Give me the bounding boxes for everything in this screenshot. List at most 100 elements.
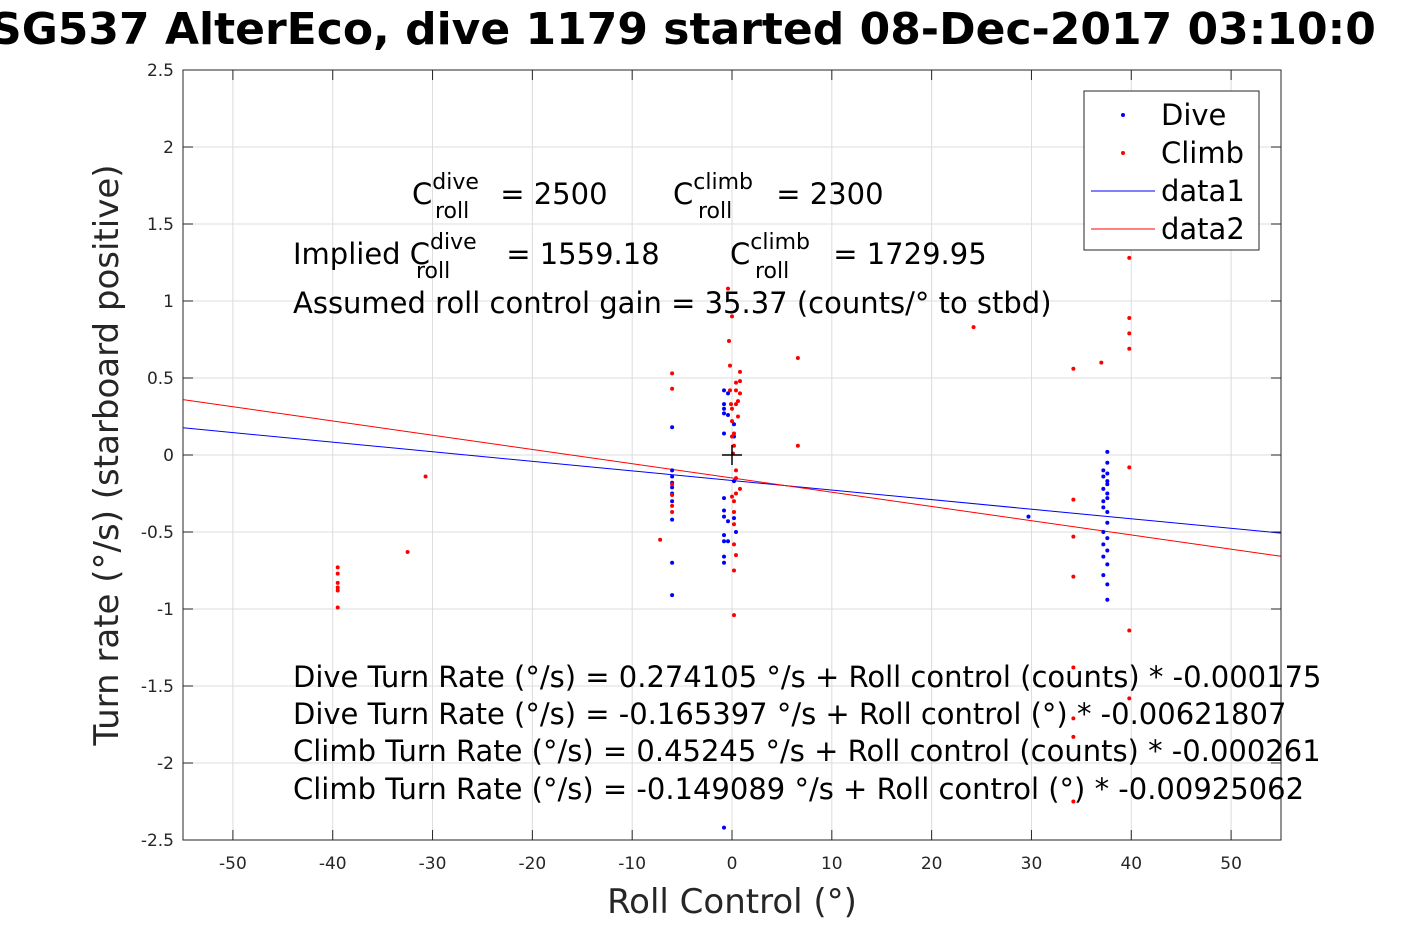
dive-point (1105, 509, 1110, 514)
data-points (335, 255, 1132, 830)
annotation-implied-dive: Implied Cdive roll = 1559.18 (293, 230, 660, 284)
climb-point (670, 493, 675, 498)
dive-point (1105, 479, 1110, 484)
dive-point (722, 388, 727, 393)
fit-line-dive-degrees: Dive Turn Rate (°/s) = -0.165397 °/s + R… (293, 697, 1286, 731)
climb-point (335, 588, 340, 593)
climb-point (1071, 799, 1076, 804)
dive-point (1101, 474, 1106, 479)
climb-point (731, 568, 736, 573)
dive-point (726, 539, 731, 544)
dive-point (722, 496, 727, 501)
y-axis-label: Turn rate (°/s) (starboard positive) (87, 164, 127, 746)
dive-point (1101, 499, 1106, 504)
y-tick-label: -1.5 (141, 677, 174, 697)
climb-point (730, 419, 734, 424)
legend-dive-marker (1121, 113, 1125, 117)
annotation-implied-dive-value: = 1559.18 (497, 237, 660, 271)
climb-point (1127, 628, 1132, 633)
dive-point (1101, 542, 1106, 547)
dive-point (1101, 505, 1106, 510)
axis-ticks: -50 -40 -30 -20 -10 0 10 20 30 40 50-2.5-2-1.5-1-0… (141, 61, 1281, 874)
dive-point (722, 514, 727, 519)
climb-point (733, 553, 738, 558)
annotation-c-roll-climb: Cclimb roll = 2300 (673, 170, 884, 224)
climb-point (1071, 665, 1076, 670)
climb-point (335, 565, 340, 570)
x-tick-label: -10 (618, 854, 646, 874)
climb-point (730, 434, 734, 439)
dive-point (722, 431, 727, 436)
dive-point (1105, 471, 1110, 476)
dive-point (722, 406, 727, 411)
y-tick-label: 2 (163, 138, 174, 158)
legend: Dive Climb data1 data2 (1083, 90, 1260, 251)
annotation-c-roll-dive-value: = 2500 (491, 177, 608, 211)
dive-point (733, 530, 738, 534)
dive-point (722, 560, 727, 565)
dive-point (726, 391, 731, 396)
climb-point (795, 443, 800, 448)
y-tick-label: -2 (157, 754, 174, 774)
annotation-c-roll-climb-sup: climb (693, 170, 753, 195)
climb-point (670, 503, 675, 508)
climb-point (730, 314, 734, 319)
dive-point (1105, 460, 1110, 465)
dive-point (1105, 562, 1110, 567)
dive-point (1105, 582, 1110, 587)
x-tick-label: -30 (419, 854, 447, 874)
dive-point (670, 425, 675, 430)
dive-point (1105, 449, 1110, 454)
climb-point (735, 399, 740, 404)
annotation-implied-dive-sup: dive (430, 230, 477, 255)
legend-data1-label: data1 (1161, 174, 1245, 208)
dive-point (670, 474, 675, 479)
annotation-c-roll-dive-sub: roll (435, 199, 469, 224)
climb-point (731, 522, 736, 527)
dive-point (722, 533, 727, 538)
dive-point (722, 825, 727, 830)
fit-line-dive-counts: Dive Turn Rate (°/s) = 0.274105 °/s + Ro… (293, 660, 1321, 694)
climb-point (731, 499, 736, 504)
dive-point (670, 517, 675, 522)
x-tick-label: -50 (219, 854, 247, 874)
climb-point (731, 542, 736, 547)
climb-point (1071, 574, 1076, 579)
climb-point (733, 402, 738, 407)
legend-dive-label: Dive (1161, 98, 1226, 132)
climb-point (729, 402, 734, 407)
dive-point (731, 479, 736, 484)
dive-point (1101, 530, 1106, 534)
climb-point (728, 388, 733, 393)
legend-climb-label: Climb (1161, 136, 1244, 170)
climb-point (335, 605, 340, 610)
climb-point (731, 443, 736, 448)
dive-point (726, 412, 731, 417)
dive-point (726, 519, 731, 524)
climb-point (335, 580, 340, 585)
climb-point (1071, 716, 1076, 721)
legend-data2-label: data2 (1161, 212, 1245, 246)
climb-point (795, 355, 800, 360)
x-tick-label: 30 (1021, 854, 1043, 874)
dive-point (1105, 496, 1110, 501)
climb-point (733, 388, 738, 393)
dive-point (1105, 491, 1110, 496)
climb-point (737, 379, 742, 384)
annotation-gain: Assumed roll control gain = 35.37 (count… (293, 286, 1052, 320)
y-tick-label: 0 (163, 446, 174, 466)
dive-point (1101, 486, 1106, 491)
climb-point (726, 286, 731, 291)
dive-point (731, 422, 736, 427)
climb-point (730, 494, 734, 499)
legend-box (1083, 90, 1260, 251)
climb-point (1127, 465, 1132, 470)
dive-point (1105, 548, 1110, 553)
x-tick-label: 0 (727, 854, 738, 874)
climb-point (670, 482, 675, 487)
dive-point (1101, 468, 1106, 473)
annotation-c-roll-dive-sup: dive (432, 170, 479, 195)
climb-point (733, 491, 738, 496)
fit-line-climb-counts: Climb Turn Rate (°/s) = 0.45245 °/s + Ro… (293, 734, 1321, 768)
